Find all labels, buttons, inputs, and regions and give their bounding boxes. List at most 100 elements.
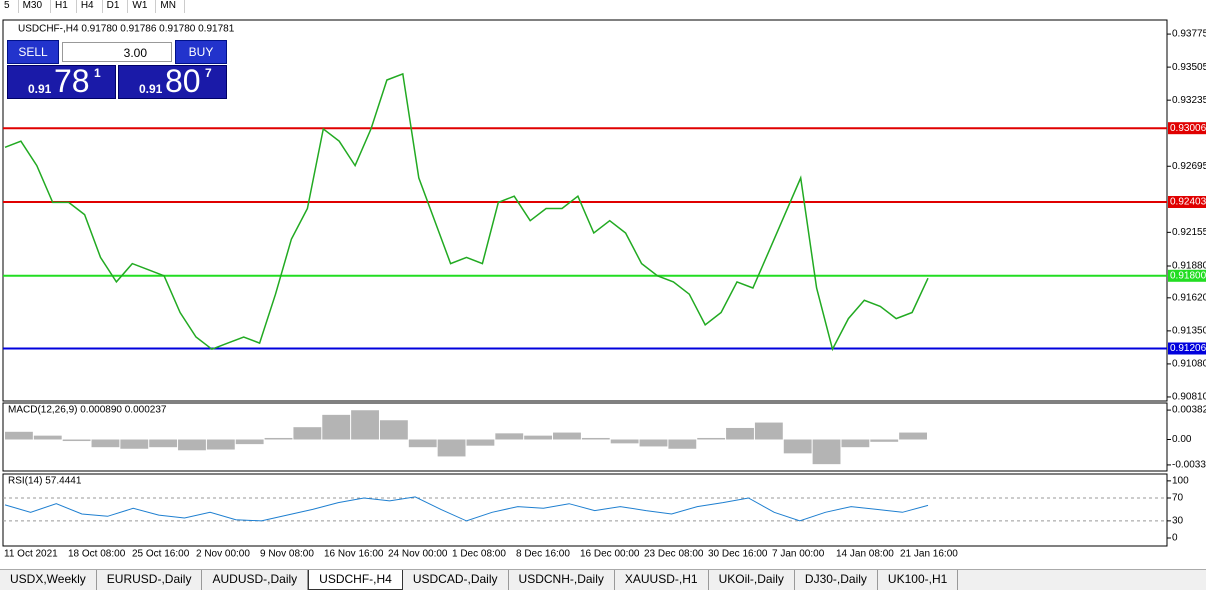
y-tick-label: 0.92155 <box>1172 227 1206 238</box>
macd-bar <box>379 420 408 440</box>
chart-tab[interactable]: USDCAD-,Daily <box>403 570 509 590</box>
macd-title: MACD(12,26,9) 0.000890 0.000237 <box>8 405 167 416</box>
timeframe-button[interactable]: H4 <box>77 0 103 13</box>
y-tick-label: 0.93505 <box>1172 62 1206 73</box>
ask-sup: 7 <box>205 66 212 80</box>
y-tick-label: 70 <box>1172 493 1184 504</box>
x-tick-label: 14 Jan 08:00 <box>836 549 894 560</box>
trade-panel: SELL 3.00 BUY 0.91 78 1 0.91 80 7 <box>7 40 227 99</box>
chart-tab[interactable]: USDX,Weekly <box>0 570 97 590</box>
y-tick-label: 0.91620 <box>1172 292 1206 303</box>
macd-bar <box>581 437 610 440</box>
level-label-bg <box>1168 195 1206 208</box>
x-tick-label: 16 Dec 00:00 <box>580 549 640 560</box>
x-tick-label: 7 Jan 00:00 <box>772 549 825 560</box>
macd-bar <box>870 439 899 442</box>
level-label-bg <box>1168 342 1206 355</box>
macd-bar <box>668 439 697 449</box>
bid-big: 0.91 <box>28 82 52 96</box>
timeframe-button[interactable]: H1 <box>51 0 77 13</box>
ask-main: 80 <box>165 63 201 99</box>
level-label: 0.93006 <box>1170 123 1206 134</box>
chart-tab[interactable]: XAUUSD-,H1 <box>615 570 709 590</box>
macd-bar <box>754 422 783 440</box>
macd-bar <box>466 439 495 446</box>
macd-bar <box>408 439 437 448</box>
y-tick-label: 0.91350 <box>1172 326 1206 337</box>
y-tick-label: 0.00 <box>1172 434 1192 445</box>
price-line <box>4 72 929 352</box>
timeframe-button[interactable]: W1 <box>128 0 157 13</box>
y-tick-label: 0.90810 <box>1172 392 1206 403</box>
rsi-line <box>4 496 929 522</box>
macd-bar <box>293 427 322 440</box>
macd-bar <box>437 439 466 457</box>
x-tick-label: 21 Jan 16:00 <box>900 549 958 560</box>
ask-big: 0.91 <box>139 82 163 96</box>
level-label: 0.91800 <box>1170 270 1206 281</box>
macd-bar <box>610 439 639 444</box>
chart-tab[interactable]: EURUSD-,Daily <box>97 570 203 590</box>
macd-bar <box>149 439 178 448</box>
y-tick-label: 30 <box>1172 515 1184 526</box>
x-tick-label: 24 Nov 00:00 <box>388 549 448 560</box>
bid-price[interactable]: 0.91 78 1 <box>7 63 116 99</box>
bid-sup: 1 <box>94 66 101 80</box>
x-tick-label: 11 Oct 2021 <box>4 549 58 560</box>
timeframe-button[interactable]: M30 <box>19 0 52 13</box>
macd-bar <box>91 439 120 448</box>
y-tick-label: 0.93235 <box>1172 95 1206 106</box>
level-label: 0.91206 <box>1170 343 1206 354</box>
x-tick-label: 30 Dec 16:00 <box>708 549 768 560</box>
timeframe-button[interactable]: 5 <box>0 0 19 13</box>
y-tick-label: 0.91080 <box>1172 359 1206 370</box>
rsi-title: RSI(14) 57.4441 <box>8 476 82 487</box>
macd-bar <box>553 432 581 440</box>
macd-bar <box>524 435 553 440</box>
timeframe-button[interactable]: D1 <box>103 0 129 13</box>
macd-bar <box>726 427 754 440</box>
level-label-bg <box>1168 269 1206 282</box>
ask-price[interactable]: 0.91 80 7 <box>118 63 227 99</box>
macd-bar <box>33 435 62 440</box>
y-tick-label: 100 <box>1172 475 1189 486</box>
buy-button[interactable]: BUY <box>175 40 227 64</box>
y-tick-label: 0 <box>1172 533 1178 544</box>
macd-bar <box>639 439 668 447</box>
x-tick-label: 16 Nov 16:00 <box>324 549 384 560</box>
timeframe-toolbar: 5 M30 H1 H4 D1 W1 MN <box>0 0 300 13</box>
chart-tab[interactable]: UK100-,H1 <box>878 570 959 590</box>
chart-tab[interactable]: USDCHF-,H4 <box>308 570 403 590</box>
macd-bar <box>495 433 524 440</box>
main-panel <box>2 19 1168 402</box>
chart: USDCHF-,H4 0.91780 0.91786 0.91780 0.917… <box>2 19 1206 560</box>
x-tick-label: 8 Dec 16:00 <box>516 549 570 560</box>
sell-button[interactable]: SELL <box>7 40 59 64</box>
y-tick-label: -0.0033 <box>1172 460 1206 471</box>
macd-bar <box>206 439 235 450</box>
y-tick-label: 0.93775 <box>1172 29 1206 40</box>
macd-bar <box>322 414 351 440</box>
x-tick-label: 18 Oct 08:00 <box>68 549 126 560</box>
macd-bar <box>841 439 870 448</box>
macd-bar <box>697 437 726 440</box>
x-tick-label: 23 Dec 08:00 <box>644 549 704 560</box>
macd-bar <box>235 439 264 445</box>
x-tick-label: 1 Dec 08:00 <box>452 549 506 560</box>
chart-tab[interactable]: USDCNH-,Daily <box>509 570 615 590</box>
tab-bar: USDX,Weekly EURUSD-,Daily AUDUSD-,Daily USD… <box>0 569 1206 590</box>
macd-bar <box>899 432 927 440</box>
y-tick-label: 0.91880 <box>1172 261 1206 272</box>
macd-bar <box>351 410 379 440</box>
x-tick-label: 25 Oct 16:00 <box>132 549 190 560</box>
lot-input[interactable]: 3.00 <box>62 42 172 62</box>
macd-bar <box>5 431 33 440</box>
level-label-bg <box>1168 122 1206 135</box>
macd-bar <box>120 439 149 449</box>
chart-tab[interactable]: AUDUSD-,Daily <box>202 570 309 590</box>
macd-bar <box>264 437 293 440</box>
timeframe-button[interactable]: MN <box>156 0 185 13</box>
chart-tab[interactable]: DJ30-,Daily <box>795 570 878 590</box>
chart-tab[interactable]: UKOil-,Daily <box>709 570 795 590</box>
